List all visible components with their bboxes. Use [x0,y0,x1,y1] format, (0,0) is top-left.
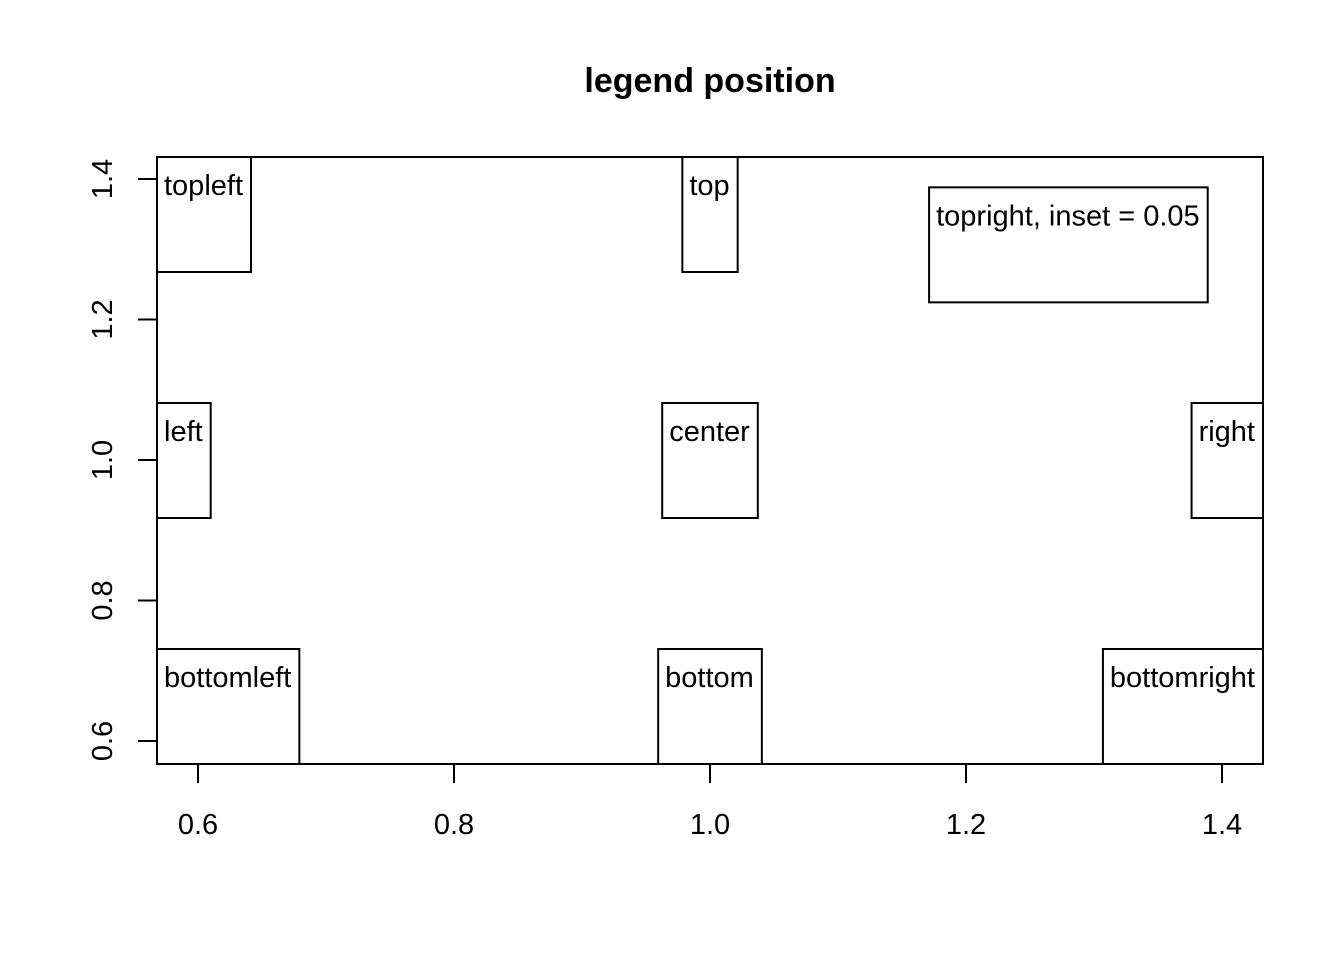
legend-top-box [681,156,739,273]
legend-right-label: right [1199,416,1255,448]
legend-topright: topright, inset = 0.05 [928,186,1209,304]
legend-center: center [661,402,759,519]
legend-topright-box [928,186,1209,304]
legend-top: top [681,156,739,273]
legend-topleft: topleft [156,156,252,273]
legend-left-box [156,402,212,519]
legend-bottomright-label: bottomright [1110,662,1255,694]
x-axis: 0.6 0.8 1.0 1.2 1.4 [178,763,1242,841]
legend-top-label: top [689,170,729,202]
y-tick-label: 0.8 [87,580,119,620]
x-tick-label: 0.6 [178,809,218,841]
y-tick-label: 1.0 [87,440,119,480]
y-axis: 0.6 0.8 1.0 1.2 1.4 [87,159,158,761]
legend-topleft-box [156,156,252,273]
legend-bottomright-box [1101,648,1264,765]
x-tick-label: 1.0 [690,809,730,841]
legend-bottomright: bottomright [1101,648,1264,765]
legend-bottom-box [657,648,763,765]
x-tick-label: 1.2 [946,809,986,841]
legend-center-box [661,402,759,519]
x-tick-label: 1.4 [1202,809,1242,841]
legend-bottom-label: bottom [665,662,754,694]
legend-right-box [1190,402,1264,519]
x-tick-label: 0.8 [434,809,474,841]
legend-center-label: center [669,416,750,448]
legend-bottomleft-label: bottomleft [164,662,291,694]
y-tick-label: 1.4 [87,159,119,199]
legend-bottomleft-box [156,648,301,765]
chart-title: legend position [584,62,835,100]
legend-left-label: left [164,416,203,448]
legend-bottom: bottom [657,648,763,765]
legend-bottomleft: bottomleft [156,648,301,765]
legend-left: left [156,402,212,519]
legend-right: right [1190,402,1264,519]
legend-topleft-label: topleft [164,170,243,202]
y-tick-label: 1.2 [87,299,119,339]
legend-boxes: topleft top topright, inset = 0.05 left cent… [156,156,1264,765]
legend-topright-label: topright, inset = 0.05 [936,200,1200,232]
y-tick-label: 0.6 [87,721,119,761]
